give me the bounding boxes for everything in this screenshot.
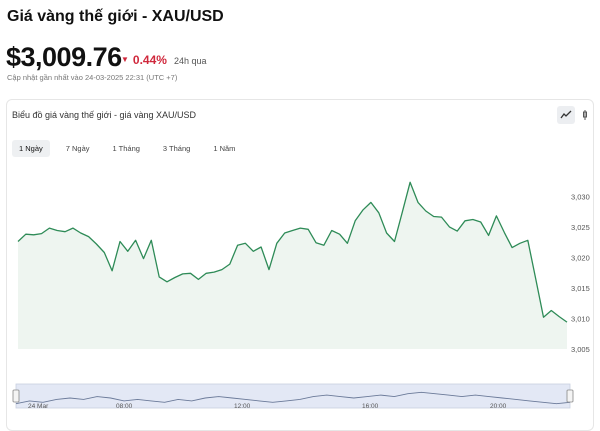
navigator-handle-left[interactable] xyxy=(12,389,20,403)
y-tick-label: 3,015 xyxy=(571,284,590,293)
time-range-tabs: 1 Ngày 7 Ngày 1 Tháng 3 Tháng 1 Năm xyxy=(12,140,251,157)
navigator-tick-label: 16:00 xyxy=(362,403,379,410)
tab-1-month[interactable]: 1 Tháng xyxy=(112,144,140,153)
price-chart: 3,005 3,010 3,015 3,020 3,025 3,030 24 Mar 08:… xyxy=(12,181,590,410)
y-tick-label: 3,010 xyxy=(571,315,590,324)
price-change: ▼ 0.44% 24h qua xyxy=(121,53,207,67)
line-chart-icon xyxy=(560,110,572,119)
down-arrow-icon: ▼ xyxy=(121,55,129,64)
change-period: 24h qua xyxy=(173,56,207,66)
navigator-tick-label: 08:00 xyxy=(116,403,133,410)
navigator-tick-label: 20:00 xyxy=(490,403,507,410)
change-percent: 0.44% xyxy=(132,53,167,67)
chart-title: Biểu đồ giá vàng thế giới - giá vàng XAU… xyxy=(12,110,197,120)
navigator-series xyxy=(15,391,571,405)
tab-3-months[interactable]: 3 Tháng xyxy=(162,144,191,153)
y-tick-label: 3,025 xyxy=(571,223,590,232)
tab-7-days[interactable]: 7 Ngày xyxy=(65,144,90,153)
y-tick-label: 3,020 xyxy=(571,253,590,262)
y-tick-label: 3,030 xyxy=(571,192,590,201)
page-title: Giá vàng thế giới - XAU/USD xyxy=(7,8,224,25)
navigator-tick-label: 24 Mar xyxy=(28,403,49,410)
tab-1-year[interactable]: 1 Năm xyxy=(213,144,236,153)
chart-type-button[interactable] xyxy=(580,106,594,124)
y-tick-label: 3,005 xyxy=(571,345,590,354)
chart-type-icon xyxy=(583,110,587,120)
current-price: $3,009.76 xyxy=(6,42,122,72)
line-chart-button[interactable] xyxy=(557,106,575,124)
tab-1-day[interactable]: 1 Ngày xyxy=(12,140,50,157)
price-area-fill xyxy=(18,182,567,349)
last-updated: Cập nhật gần nhất vào 24-03-2025 22:31 (… xyxy=(7,73,178,82)
price-line xyxy=(17,181,568,323)
navigator-tick-label: 12:00 xyxy=(234,403,251,410)
navigator-handle-right[interactable] xyxy=(566,389,574,403)
